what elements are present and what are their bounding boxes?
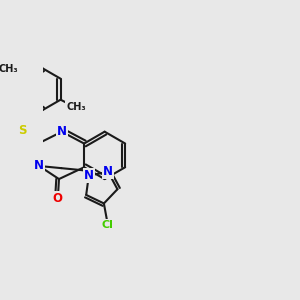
Text: N: N — [103, 165, 113, 178]
Text: CH₃: CH₃ — [0, 64, 18, 74]
Text: N: N — [84, 169, 94, 182]
Text: N: N — [34, 160, 44, 172]
Text: N: N — [57, 125, 67, 138]
Text: Cl: Cl — [102, 220, 114, 230]
Text: S: S — [18, 124, 26, 137]
Text: O: O — [53, 192, 63, 205]
Text: CH₃: CH₃ — [66, 102, 86, 112]
